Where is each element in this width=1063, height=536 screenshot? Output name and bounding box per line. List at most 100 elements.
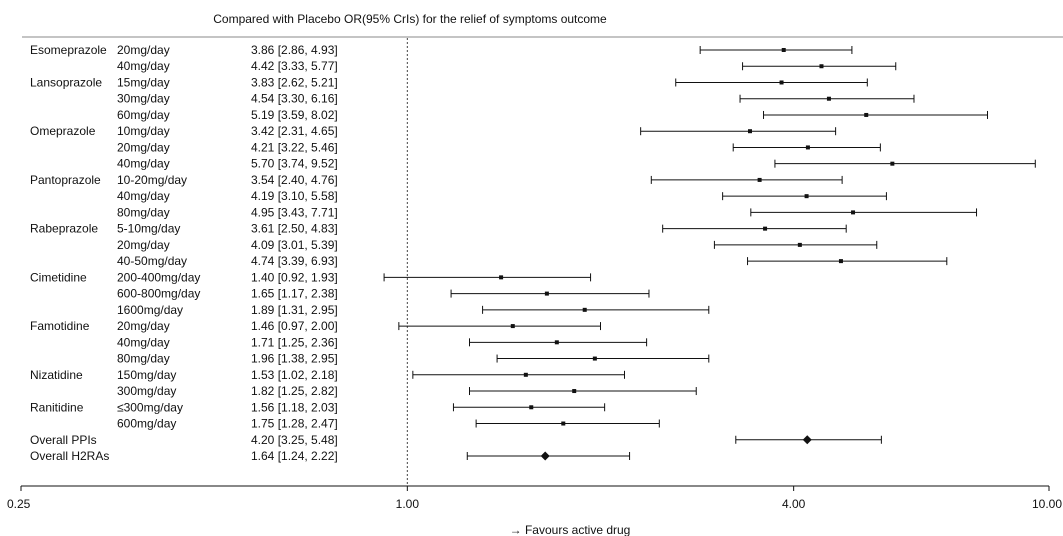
dose-label: 1600mg/day bbox=[117, 303, 183, 317]
or-ci-label: 1.75 [1.28, 2.47] bbox=[251, 417, 338, 431]
point-estimate bbox=[510, 324, 515, 329]
x-axis: 0.25 1.00 4.00 10.00 bbox=[7, 485, 1062, 511]
summary-diamond bbox=[802, 435, 812, 445]
or-ci-label: 1.53 [1.02, 2.18] bbox=[251, 368, 338, 382]
table-row: Nizatidine 150mg/day 1.53 [1.02, 2.18] bbox=[30, 368, 626, 382]
point-estimate bbox=[781, 48, 786, 52]
table-row: Ranitidine ≤300mg/day 1.56 [1.18, 2.03] bbox=[30, 400, 606, 414]
dose-label: 200-400mg/day bbox=[117, 270, 200, 284]
table-row: 40mg/day 5.70 [3.74, 9.52] bbox=[117, 157, 1036, 171]
or-ci-label: 3.54 [2.40, 4.76] bbox=[251, 173, 338, 187]
table-row: 1600mg/day 1.89 [1.31, 2.95] bbox=[117, 303, 710, 317]
table-row: 300mg/day 1.82 [1.25, 2.82] bbox=[117, 384, 697, 398]
table-row: 40mg/day 4.19 [3.10, 5.58] bbox=[117, 189, 887, 203]
or-ci-label: 1.82 [1.25, 2.82] bbox=[251, 384, 338, 398]
or-ci-label: 1.65 [1.17, 2.38] bbox=[251, 287, 338, 301]
point-estimate bbox=[763, 226, 768, 231]
or-ci-label: 1.40 [0.92, 1.93] bbox=[251, 270, 338, 284]
dose-label: 20mg/day bbox=[117, 140, 170, 154]
table-row: Esomeprazole 20mg/day 3.86 [2.86, 4.93] bbox=[30, 43, 853, 57]
point-estimate bbox=[499, 275, 504, 280]
dose-label: 40mg/day bbox=[117, 189, 170, 203]
table-row: 80mg/day 4.95 [3.43, 7.71] bbox=[117, 205, 978, 219]
point-estimate bbox=[851, 210, 856, 215]
table-row: 60mg/day 5.19 [3.59, 8.02] bbox=[117, 108, 989, 122]
or-ci-label: 1.46 [0.97, 2.00] bbox=[251, 319, 338, 333]
summary-diamond bbox=[540, 451, 550, 461]
drug-name: Pantoprazole bbox=[30, 173, 101, 187]
dose-label: 10mg/day bbox=[117, 124, 170, 138]
point-estimate bbox=[592, 356, 597, 361]
drug-name: Ranitidine bbox=[30, 400, 84, 414]
dose-label: 600mg/day bbox=[117, 417, 176, 431]
dose-label: ≤300mg/day bbox=[117, 400, 183, 414]
drug-name: Overall H2RAs bbox=[30, 449, 109, 463]
dose-label: 10-20mg/day bbox=[117, 173, 187, 187]
point-estimate bbox=[804, 194, 809, 199]
drug-name: Overall PPIs bbox=[30, 433, 97, 447]
or-ci-label: 5.70 [3.74, 9.52] bbox=[251, 157, 338, 171]
point-estimate bbox=[805, 145, 810, 150]
or-ci-label: 3.83 [2.62, 5.21] bbox=[251, 75, 338, 89]
point-estimate bbox=[747, 129, 752, 134]
dose-label: 40-50mg/day bbox=[117, 254, 187, 268]
table-row: 30mg/day 4.54 [3.30, 6.16] bbox=[117, 92, 915, 106]
point-estimate bbox=[819, 64, 824, 69]
drug-name: Omeprazole bbox=[30, 124, 96, 138]
drug-name: Lansoprazole bbox=[30, 75, 102, 89]
table-row: Cimetidine 200-400mg/day 1.40 [0.92, 1.93] bbox=[30, 270, 592, 284]
drug-name: Esomeprazole bbox=[30, 43, 107, 57]
table-row: 20mg/day 4.09 [3.01, 5.39] bbox=[117, 238, 878, 252]
dose-label: 60mg/day bbox=[117, 108, 170, 122]
drug-name: Rabeprazole bbox=[30, 222, 98, 236]
table-row: 20mg/day 4.21 [3.22, 5.46] bbox=[117, 140, 881, 154]
dose-label: 40mg/day bbox=[117, 157, 170, 171]
point-estimate bbox=[544, 291, 549, 296]
or-ci-label: 4.95 [3.43, 7.71] bbox=[251, 205, 338, 219]
x-tick-label: 1.00 bbox=[396, 497, 420, 511]
point-estimate bbox=[838, 259, 843, 264]
or-ci-label: 4.74 [3.39, 6.93] bbox=[251, 254, 338, 268]
or-ci-label: 4.54 [3.30, 6.16] bbox=[251, 92, 338, 106]
or-ci-label: 3.42 [2.31, 4.65] bbox=[251, 124, 338, 138]
point-estimate bbox=[523, 372, 528, 377]
or-ci-label: 4.09 [3.01, 5.39] bbox=[251, 238, 338, 252]
point-estimate bbox=[864, 112, 869, 117]
table-row: Famotidine 20mg/day 1.46 [0.97, 2.00] bbox=[30, 319, 601, 333]
or-ci-label: 3.86 [2.86, 4.93] bbox=[251, 43, 338, 57]
dose-label: 40mg/day bbox=[117, 335, 170, 349]
or-ci-label: 5.19 [3.59, 8.02] bbox=[251, 108, 338, 122]
overall-row: Overall PPIs 4.20 [3.25, 5.48] bbox=[30, 433, 882, 447]
or-ci-label: 4.20 [3.25, 5.48] bbox=[251, 433, 338, 447]
x-tick-label: 4.00 bbox=[782, 497, 806, 511]
or-ci-label: 1.89 [1.31, 2.95] bbox=[251, 303, 338, 317]
dose-label: 150mg/day bbox=[117, 368, 176, 382]
or-ci-label: 3.61 [2.50, 4.83] bbox=[251, 222, 338, 236]
table-row: 40mg/day 1.71 [1.25, 2.36] bbox=[117, 335, 648, 349]
dose-label: 600-800mg/day bbox=[117, 287, 200, 301]
overall-row: Overall H2RAs 1.64 [1.24, 2.22] bbox=[30, 449, 631, 463]
dose-label: 80mg/day bbox=[117, 205, 170, 219]
rows-layer: Esomeprazole 20mg/day 3.86 [2.86, 4.93] 40m… bbox=[30, 43, 1036, 463]
point-estimate bbox=[797, 242, 802, 247]
dose-label: 20mg/day bbox=[117, 238, 170, 252]
or-ci-label: 4.42 [3.33, 5.77] bbox=[251, 59, 338, 73]
dose-label: 30mg/day bbox=[117, 92, 170, 106]
table-row: 600mg/day 1.75 [1.28, 2.47] bbox=[117, 417, 660, 431]
or-ci-label: 1.71 [1.25, 2.36] bbox=[251, 335, 338, 349]
x-tick-label: 0.25 bbox=[7, 497, 31, 511]
dose-label: 20mg/day bbox=[117, 319, 170, 333]
dose-label: 15mg/day bbox=[117, 75, 170, 89]
table-row: Omeprazole 10mg/day 3.42 [2.31, 4.65] bbox=[30, 124, 837, 138]
table-row: Lansoprazole 15mg/day 3.83 [2.62, 5.21] bbox=[30, 75, 868, 89]
point-estimate bbox=[529, 405, 534, 410]
table-row: Rabeprazole 5-10mg/day 3.61 [2.50, 4.83] bbox=[30, 222, 847, 236]
point-estimate bbox=[561, 421, 566, 426]
point-estimate bbox=[554, 340, 559, 345]
dose-label: 5-10mg/day bbox=[117, 222, 180, 236]
chart-title: Compared with Placebo OR(95% CrIs) for t… bbox=[213, 12, 607, 26]
point-estimate bbox=[890, 161, 895, 166]
or-ci-label: 1.56 [1.18, 2.03] bbox=[251, 400, 338, 414]
drug-name: Cimetidine bbox=[30, 270, 87, 284]
